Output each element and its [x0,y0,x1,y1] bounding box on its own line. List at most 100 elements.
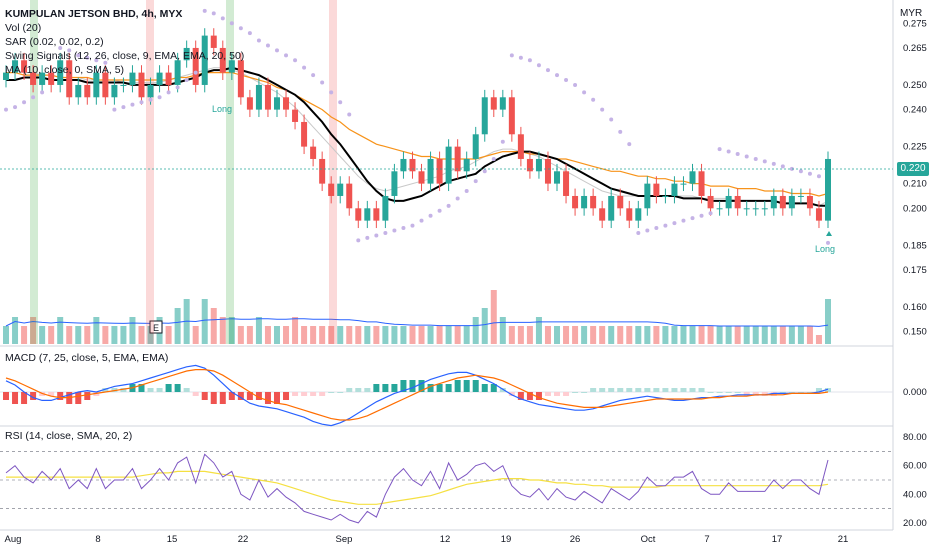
candle-body [427,158,434,184]
sar-dot [139,100,144,105]
price-tick-label: 0.225 [903,142,927,153]
macd-histogram-bar [409,380,416,392]
sar-dot [166,90,171,95]
time-tick-label: 21 [838,534,849,545]
volume-bar [590,326,597,344]
candle-body [544,158,551,184]
rsi-legend[interactable]: RSI (14, close, SMA, 20, 2) [5,430,133,442]
candles-layer [3,28,831,229]
sar-dot [618,129,623,134]
sar-dot [816,174,821,179]
sar-dot [31,95,36,100]
macd-histogram-bar [301,392,308,396]
volume-bar [391,326,398,344]
legend-ma[interactable]: MA (10, close, 0, SMA, 5) [5,64,125,76]
sar-dot [40,90,45,95]
candle-body [12,60,19,73]
macd-histogram-bar [481,384,488,392]
sar-dot [771,161,776,166]
volume-bar [409,326,416,344]
macd-histogram-bar [328,392,335,393]
sar-dot [681,218,686,223]
candle-body [779,195,786,209]
sar-dot [753,156,758,161]
time-tick-label: 15 [167,534,178,545]
volume-bar [752,326,759,344]
legend-sar[interactable]: SAR (0.02, 0.02, 0.2) [5,36,104,48]
macd-histogram-bar [617,388,624,392]
macd-histogram-bar [310,392,317,396]
candle-body [129,72,136,85]
candle-body [373,208,380,221]
earnings-marker-label: E [153,323,159,333]
macd-histogram-bar [283,392,290,400]
macd-histogram-bar [671,388,678,392]
volume-bar [48,326,55,344]
macd-histogram-bar [165,384,172,392]
sar-dot [94,58,99,63]
candle-body [66,60,73,98]
candle-body [761,208,768,210]
volume-bar [111,326,118,344]
volume-bar [337,326,344,344]
volume-bar [508,326,515,344]
sar-dot [807,171,812,176]
sar-dot [265,43,270,48]
macd-legend[interactable]: MACD (7, 25, close, 5, EMA, EMA) [5,352,169,364]
candle-body [219,47,226,73]
macd-histogram-bar [373,384,380,392]
sar-dot [247,31,252,36]
macd-histogram-bar [319,392,326,396]
macd-histogram-bar [472,380,479,392]
sar-dot [157,95,162,100]
time-tick-label: 7 [704,534,709,545]
candle-body [689,171,696,184]
sar-dot [365,235,370,240]
macd-histogram-bar [174,384,181,392]
macd-histogram-bar [635,388,642,392]
candle-body [797,195,804,197]
macd-histogram-bar [499,388,506,392]
volume-bar [680,326,687,344]
macd-histogram-bar [21,392,28,404]
sar-dot [744,154,749,159]
macd-histogram-bar [364,388,371,392]
sar-dot [284,53,289,58]
candle-body [662,195,669,197]
rsi-line [5,453,829,524]
volume-bar [84,326,91,344]
legend-swing-signals[interactable]: Swing Signals (12, 26, close, 9, EMA, EM… [5,50,245,62]
macd-histogram-bar [743,392,750,396]
candle-body [490,97,497,110]
candle-body [554,171,561,184]
macd-histogram-bar [337,392,344,393]
macd-histogram-bar [815,388,822,392]
sar-dot [22,100,27,105]
macd-histogram-bar [427,384,434,392]
sar-dot [121,105,126,110]
sar-dot [112,107,117,112]
volume-bar [526,326,533,344]
candle-body [102,72,109,98]
rsi-layer [0,451,893,524]
macd-histogram-bar [608,388,615,392]
sar-dot [726,149,731,154]
candle-body [806,195,813,209]
candle-body [590,195,597,209]
candle-body [617,195,624,209]
sar-dot [573,82,578,87]
candle-body [409,158,416,172]
macd-histogram-bar [490,384,497,392]
macd-histogram-bar [761,392,768,396]
candle-body [535,158,542,172]
sar-dot [564,78,569,83]
macd-histogram-bar [192,392,199,396]
legend-volume[interactable]: Vol (20) [5,22,42,34]
volume-bar [653,326,660,344]
candle-body [382,195,389,221]
volume-bar [39,326,46,344]
macd-histogram-bar [183,388,190,392]
